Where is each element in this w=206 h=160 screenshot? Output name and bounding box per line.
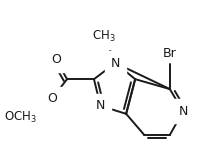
Text: CH$_3$: CH$_3$ xyxy=(92,29,116,44)
Text: O: O xyxy=(47,92,57,105)
Text: N: N xyxy=(96,99,105,112)
Text: OCH$_3$: OCH$_3$ xyxy=(4,110,37,125)
Text: Br: Br xyxy=(163,47,177,60)
Text: O: O xyxy=(51,53,61,66)
Text: N: N xyxy=(178,105,188,118)
Text: N: N xyxy=(111,56,120,69)
